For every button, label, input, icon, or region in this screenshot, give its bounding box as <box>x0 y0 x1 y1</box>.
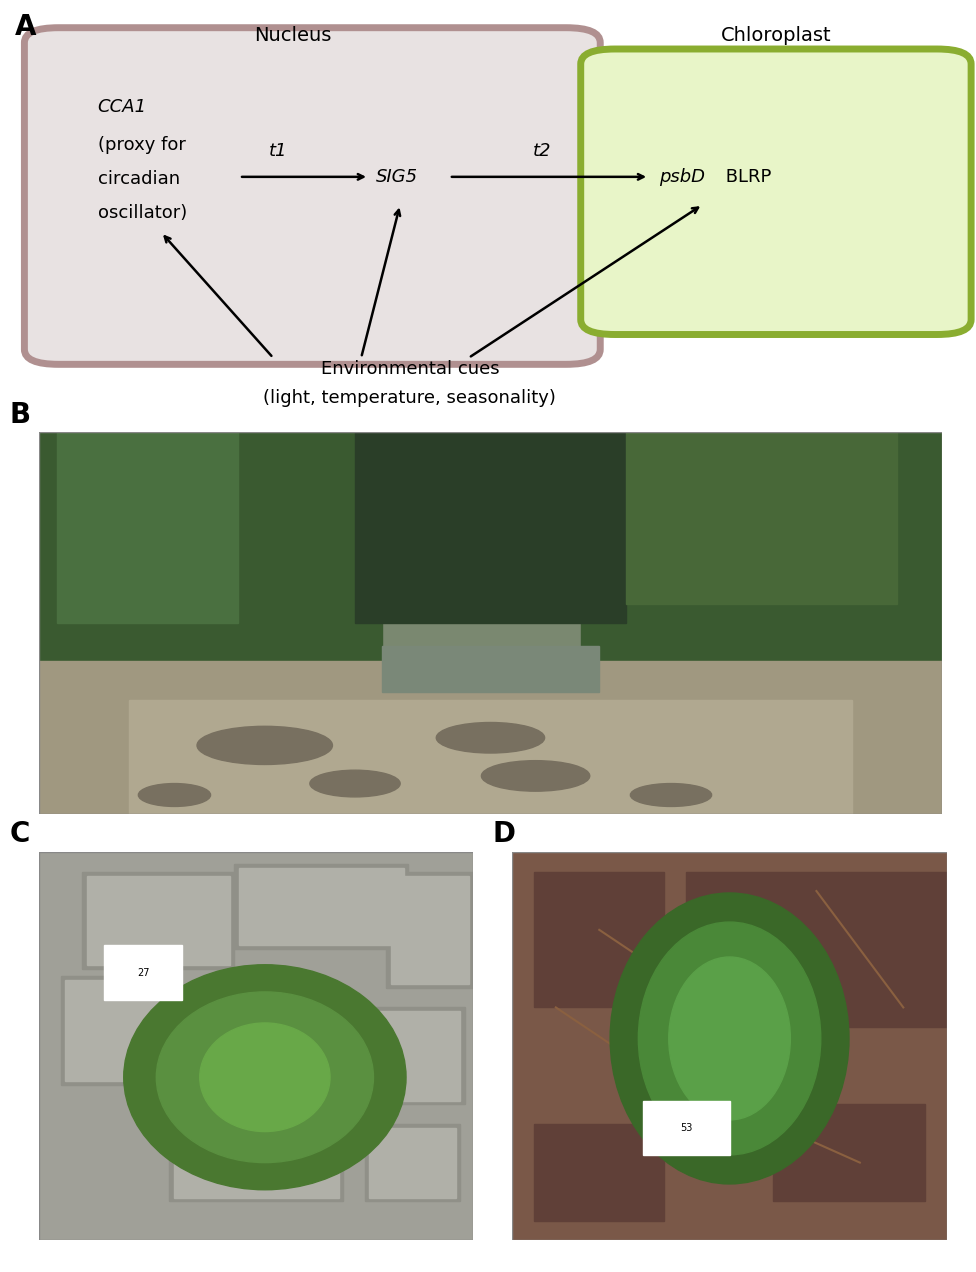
Ellipse shape <box>669 957 791 1119</box>
Text: CCA1: CCA1 <box>98 98 146 116</box>
Ellipse shape <box>610 893 849 1184</box>
Ellipse shape <box>197 726 333 764</box>
Ellipse shape <box>310 770 400 796</box>
Text: oscillator): oscillator) <box>98 204 186 223</box>
Bar <box>61 977 170 1085</box>
Bar <box>104 945 183 1000</box>
Bar <box>838 871 947 1027</box>
Bar <box>355 432 626 623</box>
Text: B: B <box>10 401 31 429</box>
Text: 53: 53 <box>680 1123 692 1132</box>
Bar <box>239 868 404 945</box>
Bar <box>39 432 383 700</box>
Bar <box>686 871 838 988</box>
Bar <box>65 981 165 1081</box>
Ellipse shape <box>156 992 374 1163</box>
Bar <box>174 1096 339 1197</box>
Ellipse shape <box>481 761 590 791</box>
Text: Environmental cues: Environmental cues <box>320 360 500 378</box>
Bar <box>355 432 626 539</box>
Bar <box>773 1104 925 1201</box>
Bar <box>369 1128 456 1197</box>
Ellipse shape <box>638 922 821 1155</box>
Text: t2: t2 <box>533 142 550 160</box>
Bar <box>83 871 234 969</box>
Bar <box>365 1124 461 1201</box>
Text: psbD: psbD <box>659 168 705 186</box>
Text: circadian: circadian <box>98 170 180 188</box>
Text: C: C <box>10 820 30 848</box>
Bar <box>581 432 942 681</box>
Bar <box>129 700 851 814</box>
Text: D: D <box>493 820 516 848</box>
Bar <box>39 661 942 814</box>
Bar <box>383 646 599 692</box>
Ellipse shape <box>436 722 545 753</box>
Text: 27: 27 <box>137 968 149 977</box>
FancyBboxPatch shape <box>24 28 600 364</box>
Bar <box>87 875 230 964</box>
Text: BLRP: BLRP <box>720 168 772 186</box>
Text: (light, temperature, seasonality): (light, temperature, seasonality) <box>264 389 556 407</box>
Text: Chloroplast: Chloroplast <box>720 25 832 45</box>
Bar <box>626 432 897 604</box>
Bar <box>170 1093 344 1201</box>
FancyBboxPatch shape <box>581 50 971 335</box>
Text: A: A <box>15 13 36 41</box>
Text: (proxy for: (proxy for <box>98 136 185 154</box>
Bar <box>347 1011 461 1100</box>
Ellipse shape <box>139 784 211 806</box>
Bar <box>643 1100 730 1155</box>
Bar <box>344 1007 465 1104</box>
Text: Nucleus: Nucleus <box>254 25 332 45</box>
Bar <box>390 875 469 985</box>
Ellipse shape <box>124 964 406 1189</box>
Bar <box>534 871 665 1007</box>
Bar <box>534 1124 665 1221</box>
Bar <box>57 432 238 623</box>
Ellipse shape <box>200 1023 330 1132</box>
Ellipse shape <box>630 784 712 806</box>
Text: t1: t1 <box>269 142 287 160</box>
Bar <box>234 864 408 949</box>
Text: SIG5: SIG5 <box>376 168 418 186</box>
Bar <box>386 871 473 988</box>
